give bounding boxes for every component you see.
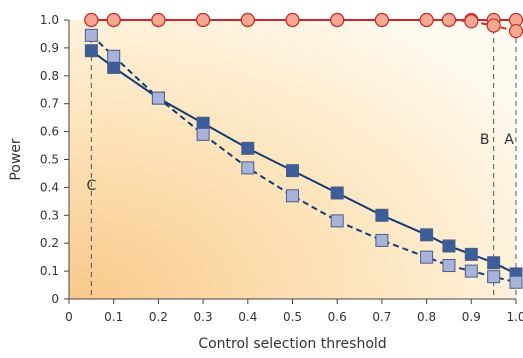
x-tick-label-2: 0.2 [149,310,168,324]
y-tick-label-10: 1.0 [40,13,59,27]
y-tick-label-8: 0.8 [40,69,59,83]
series-3-point-1 [107,49,121,63]
x-axis-title: Control selection threshold [198,336,386,352]
series-3-point-0 [84,28,98,42]
series-3-point-11 [487,270,501,284]
x-tick-label-4: 0.4 [238,310,257,324]
series-1-point-10 [464,14,479,29]
series-3-point-3 [196,127,210,141]
y-tick-label-5: 0.5 [40,153,59,167]
series-layer [84,12,523,289]
reference-label-C: C [86,178,96,194]
series-2-point-6 [330,186,344,200]
x-tick-label-8: 0.8 [417,310,436,324]
x-tick-label-1: 0.1 [104,310,123,324]
y-tick-label-7: 0.7 [40,97,59,111]
series-3-point-6 [330,214,344,228]
reference-label-B: B [480,132,490,148]
series-2-point-11 [487,256,501,270]
series-3-point-8 [420,250,434,264]
series-2-point-0 [84,44,98,58]
x-tick-label-7: 0.7 [372,310,391,324]
series-2-point-1 [107,60,121,74]
series-1-point-7 [374,12,389,28]
y-tick-label-2: 0.2 [40,236,59,250]
x-tick-label-3: 0.3 [194,310,213,324]
series-2-point-9 [442,239,456,253]
series-2-point-7 [375,208,389,222]
y-tick-label-1: 0.1 [40,264,59,278]
series-1-point-11 [486,18,501,33]
y-axis-title: Power [8,138,24,181]
x-tick-label-5: 0.5 [283,310,302,324]
series-1-point-9 [441,12,457,28]
reference-label-A: A [504,132,514,148]
series-1-point-5 [285,12,300,28]
series-3-point-4 [241,161,255,175]
series-3-point-5 [286,189,299,203]
axes: 0 0.1 0.2 0.3 0.4 0.5 0.6 0.7 0.8 0.9 1.0 0 0.1 0.2 0.… [40,13,523,324]
series-2-point-3 [196,116,210,130]
series-2-point-8 [420,228,434,242]
series-1-point-0 [84,12,99,28]
series-1-point-8 [419,12,434,28]
plot-background [69,20,516,299]
y-tick-label-3: 0.3 [40,208,59,222]
series-3-point-12 [509,275,523,289]
y-tick-label-4: 0.4 [40,180,59,194]
series-1-point-12 [508,24,523,39]
series-1-point-4 [240,12,255,28]
series-1-point-6 [330,12,345,28]
series-1-point-1 [106,12,121,28]
y-tick-label-9: 0.9 [40,41,59,55]
x-tick-label-0: 0 [65,310,73,324]
series-3-point-7 [375,233,389,247]
y-tick-label-6: 0.6 [40,125,59,139]
series-3-point-10 [464,264,478,278]
reference-lines: C B A [86,20,517,299]
x-tick-label-10: 1.0 [506,310,523,324]
series-1-point-3 [196,12,211,28]
series-1-point-2 [151,12,166,28]
series-2-point-4 [241,141,255,155]
series-2-point-5 [286,164,299,178]
series-3-point-9 [442,259,456,273]
y-tick-label-0: 0 [51,292,59,306]
x-tick-label-9: 0.9 [462,310,481,324]
x-tick-label-6: 0.6 [328,310,347,324]
series-2-point-10 [464,247,478,261]
series-3-point-2 [151,91,165,105]
